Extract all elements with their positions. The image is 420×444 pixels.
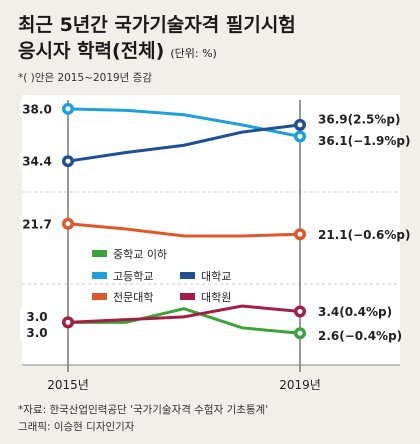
series-line-3 (67, 222, 301, 238)
change-note: *( )안은 2015~2019년 증감 (18, 72, 152, 84)
start-label-box-4 (20, 308, 54, 325)
legend-swatch-0 (92, 250, 107, 257)
x-tick-label-2019: 2019년 (279, 378, 321, 392)
start-value-label-2: 34.4 (22, 155, 52, 169)
series-start-point-dot-1 (65, 106, 71, 112)
series-line-0 (68, 307, 301, 335)
start-value-label-1: 38.0 (22, 102, 52, 116)
series-end-point-dot-4 (297, 308, 303, 314)
end-value-label-3: 21.1(−0.6%p) (318, 228, 411, 242)
series-start-point-dot-4 (65, 319, 71, 325)
unit-label: (단위: %) (170, 47, 217, 60)
series-line-2 (67, 123, 301, 163)
end-value-label-4: 3.4(0.4%p) (318, 305, 392, 319)
start-label-box-0 (20, 324, 54, 341)
source-block: *자료: 한국산업인력공단 '국가기술자격 수험자 기초통계' 그래픽: 이승현… (18, 402, 268, 436)
title-line-2-text: 응시자 학력(전체) (18, 40, 165, 62)
x-tick-label-2015: 2015년 (47, 378, 89, 392)
series-end-point-dot-3 (297, 231, 303, 237)
legend-label-4: 대학원 (201, 291, 231, 304)
series-end-point-dot-0 (297, 330, 303, 336)
start-label-box-3 (20, 215, 54, 232)
end-value-label-0: 2.6(−0.4%p) (318, 329, 402, 343)
series-end-point-dot-2 (297, 122, 303, 128)
start-value-label-3: 21.7 (22, 217, 52, 231)
legend-label-0: 중학교 이하 (113, 247, 167, 261)
end-value-label-2: 36.9(2.5%p) (318, 112, 400, 126)
legend-swatch-4 (180, 293, 195, 300)
legend-swatch-2 (180, 272, 195, 279)
chart-title: 최근 5년간 국가기술자격 필기시험 응시자 학력(전체) (단위: %) (18, 12, 296, 67)
source-text: *자료: 한국산업인력공단 '국가기술자격 수험자 기초통계' (18, 404, 269, 416)
end-value-label-1: 36.1(−1.9%p) (318, 134, 411, 148)
start-value-label-0: 3.0 (26, 326, 47, 340)
start-label-box-1 (20, 100, 54, 117)
start-value-label-4: 3.0 (26, 310, 47, 324)
legend-label-1: 고등학교 (113, 270, 153, 283)
title-line-2: 응시자 학력(전체) (단위: %) (18, 38, 296, 67)
series-start-point-dot-3 (65, 221, 71, 227)
series-end-point-dot-1 (297, 134, 303, 139)
credit-text: 그래픽: 이승현 디자인기자 (18, 421, 135, 433)
series-line-4 (67, 304, 301, 324)
legend-label-3: 전문대학 (113, 291, 153, 304)
start-label-box-2 (20, 153, 54, 170)
legend-swatch-3 (92, 293, 107, 300)
title-line-1: 최근 5년간 국가기술자격 필기시험 (18, 14, 296, 36)
legend-swatch-1 (92, 272, 107, 279)
legend-label-2: 대학교 (201, 270, 231, 283)
series-start-point-dot-2 (65, 158, 71, 164)
